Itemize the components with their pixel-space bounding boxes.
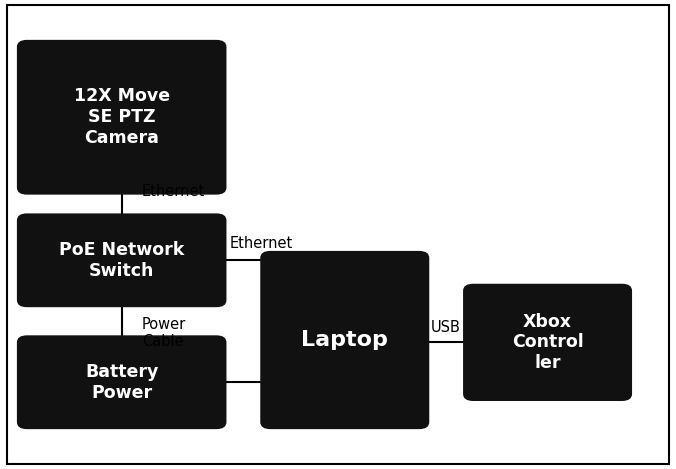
Text: Xbox
Control
ler: Xbox Control ler [512, 312, 583, 372]
Text: PoE Network
Switch: PoE Network Switch [59, 241, 185, 280]
Text: Battery
Power: Battery Power [85, 363, 158, 401]
Text: Laptop: Laptop [301, 330, 388, 350]
FancyBboxPatch shape [17, 40, 226, 195]
Text: Power
Cable: Power Cable [142, 317, 186, 349]
Text: USB: USB [431, 320, 461, 335]
FancyBboxPatch shape [17, 335, 226, 429]
FancyBboxPatch shape [463, 284, 632, 401]
FancyBboxPatch shape [17, 213, 226, 307]
Text: Ethernet: Ethernet [230, 236, 293, 251]
Text: Ethernet: Ethernet [142, 184, 206, 199]
FancyBboxPatch shape [260, 251, 429, 429]
Text: 12X Move
SE PTZ
Camera: 12X Move SE PTZ Camera [74, 87, 170, 147]
